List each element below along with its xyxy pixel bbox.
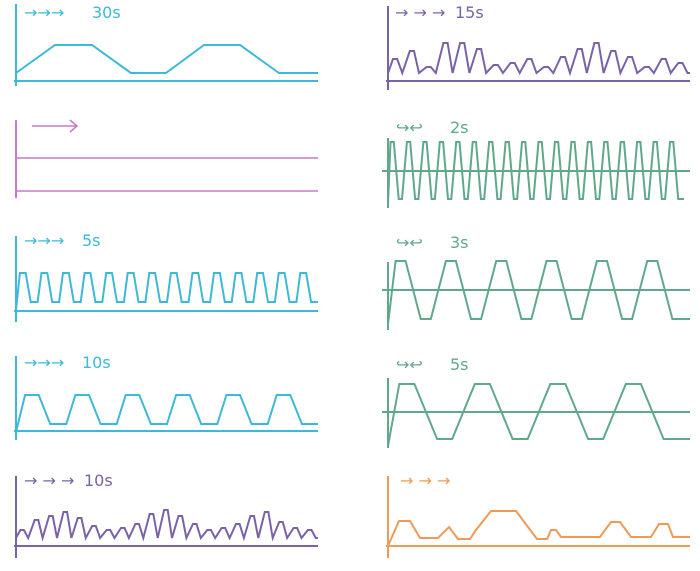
panel-green-2s: ↪↩ 2s <box>382 118 690 208</box>
waveform <box>387 510 690 547</box>
panel-purple-15s: → → → 15s <box>386 3 690 90</box>
waveform <box>387 260 690 325</box>
panel-green-3s: ↪↩ 3s <box>382 233 690 330</box>
panel-pink-constant <box>15 119 318 198</box>
panel-cyan-5s: →→→ 5s <box>14 231 318 322</box>
panel-cyan-30s: →→→ 30s <box>14 3 318 86</box>
direction-arrows: → → → <box>24 471 74 490</box>
duration-label: 2s <box>450 118 469 137</box>
panel-cyan-10s: →→→ 10s <box>14 353 318 440</box>
waveform <box>387 141 684 205</box>
long-arrow-head <box>69 119 79 133</box>
waveform <box>15 272 318 311</box>
duration-label: 15s <box>455 3 484 22</box>
waveform <box>15 509 318 542</box>
direction-arrows: ↪↩ <box>396 355 423 374</box>
duration-label: 5s <box>450 355 469 374</box>
waveform <box>15 394 318 433</box>
waveform <box>15 44 318 74</box>
duration-label: 3s <box>450 233 469 252</box>
duration-label: 5s <box>82 231 101 250</box>
waveform <box>387 42 690 77</box>
direction-arrows: ↪↩ <box>396 118 423 137</box>
duration-label: 30s <box>92 3 121 22</box>
duration-label: 10s <box>84 471 113 490</box>
direction-arrows: →→→ <box>24 231 64 250</box>
panel-orange-plateaus: → → → <box>386 471 690 558</box>
direction-arrows: → → → <box>400 471 450 490</box>
direction-arrows: →→→ <box>24 353 64 372</box>
direction-arrows: ↪↩ <box>396 233 423 252</box>
direction-arrows: →→→ <box>24 3 64 22</box>
panel-purple-10s: → → → 10s <box>14 471 318 558</box>
waveform <box>387 383 690 447</box>
direction-arrows: → → → <box>395 3 445 22</box>
panel-green-5s: ↪↩ 5s <box>382 355 690 448</box>
duration-label: 10s <box>82 353 111 372</box>
